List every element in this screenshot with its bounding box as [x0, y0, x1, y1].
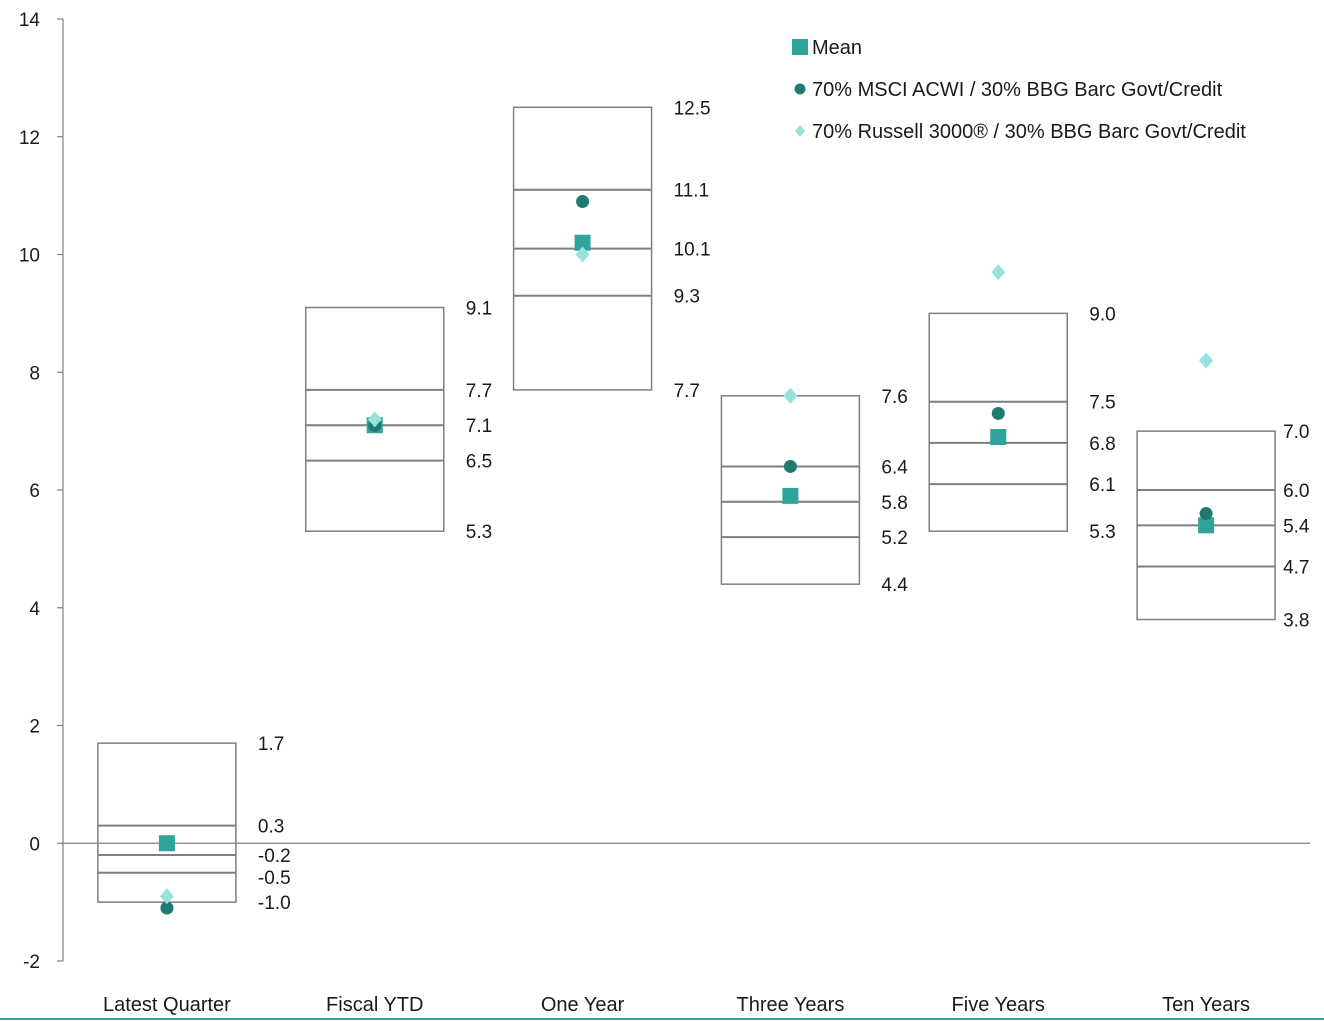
percentile-value-label: 9.1	[466, 298, 492, 319]
percentile-value-label: 5.8	[881, 493, 907, 514]
circle-marker	[1199, 507, 1213, 521]
x-category-label: Three Years	[736, 994, 844, 1016]
circle-marker	[160, 901, 174, 915]
percentile-value-label: 4.4	[881, 575, 908, 596]
square-marker	[990, 429, 1007, 446]
percentile-value-label: -1.0	[258, 893, 291, 914]
square-marker	[574, 234, 591, 251]
percentile-value-label: 6.0	[1283, 481, 1309, 502]
percentile-value-label: -0.2	[258, 846, 291, 867]
markers	[158, 195, 1215, 915]
y-tick-label: 14	[19, 10, 41, 31]
x-category-label: Ten Years	[1162, 994, 1250, 1016]
percentile-value-label: 0.3	[258, 817, 284, 838]
percentile-value-label: 7.5	[1089, 393, 1115, 414]
y-tick-label: 10	[19, 246, 40, 267]
percentile-value-label: 5.4	[1283, 516, 1310, 537]
x-category-label: Five Years	[952, 994, 1045, 1016]
y-tick-label: 6	[29, 481, 40, 502]
y-tick-label: 12	[19, 128, 40, 149]
y-tick-label: 0	[29, 834, 40, 855]
diamond-marker	[783, 387, 798, 404]
legend-label: 70% Russell 3000® / 30% BBG Barc Govt/Cr…	[812, 121, 1246, 143]
diamond-marker	[159, 888, 174, 905]
circle-marker	[783, 459, 797, 473]
percentile-value-label: 11.1	[674, 181, 710, 202]
x-axis: Latest Quarter Fiscal YTD One Year Three Ye…	[103, 994, 1250, 1016]
circle-marker	[991, 406, 1005, 420]
legend-square-swatch	[792, 39, 808, 55]
percentile-value-label: 10.1	[674, 240, 711, 261]
percentile-value-label: 5.3	[466, 522, 492, 543]
diamond-marker	[991, 264, 1006, 281]
percentile-value-label: 6.4	[881, 457, 908, 478]
percentile-box	[305, 306, 445, 532]
percentile-value-label: 6.5	[466, 452, 492, 473]
percentile-value-label: 7.6	[881, 387, 907, 408]
percentile-value-label: 4.7	[1283, 558, 1309, 579]
percentile-value-label: 5.3	[1089, 522, 1115, 543]
x-category-label: Fiscal YTD	[326, 994, 423, 1016]
square-marker	[1198, 517, 1215, 534]
percentile-value-label: 1.7	[258, 734, 284, 755]
x-category-label: Latest Quarter	[103, 994, 231, 1016]
legend-circle-swatch	[794, 83, 806, 95]
legend: Mean 70% MSCI ACWI / 30% BBG Barc Govt/Cr…	[792, 37, 1246, 143]
legend-label: Mean	[812, 37, 862, 59]
y-tick-label: -2	[23, 952, 40, 973]
percentile-value-label: 6.8	[1089, 434, 1115, 455]
percentile-value-label: -0.5	[258, 868, 291, 889]
percentile-value-label: 7.7	[674, 381, 700, 402]
square-marker	[158, 835, 175, 852]
legend-diamond-swatch	[795, 125, 805, 137]
y-tick-label: 4	[29, 599, 40, 620]
percentile-value-label: 3.8	[1283, 611, 1309, 632]
boxes: 1.7 0.3 -0.2-0.5 -1.0 9.1 7.7 7.1 6.5 5.3 12.5 11.…	[97, 98, 1310, 914]
percentile-value-label: 7.1	[466, 416, 492, 437]
diamond-marker	[367, 411, 382, 428]
x-category-label: One Year	[541, 994, 625, 1016]
diamond-marker	[575, 246, 590, 263]
percentile-value-label: 9.0	[1089, 304, 1115, 325]
y-tick-label: 2	[29, 717, 40, 738]
square-marker	[782, 487, 799, 504]
percentile-box	[97, 742, 237, 903]
percentile-value-label: 12.5	[674, 98, 711, 119]
circle-marker	[576, 195, 590, 209]
percentile-value-label: 7.0	[1283, 422, 1309, 443]
y-tick-label: 8	[29, 363, 40, 384]
percentile-value-label: 6.1	[1089, 475, 1115, 496]
percentile-value-label: 9.3	[674, 287, 700, 308]
legend-label: 70% MSCI ACWI / 30% BBG Barc Govt/Credit	[812, 79, 1223, 101]
percentile-value-label: 5.2	[881, 528, 907, 549]
percentile-value-label: 7.7	[466, 381, 492, 402]
y-axis: -2 0 2 4 6 8 10 12 14	[19, 10, 64, 973]
diamond-marker	[1199, 352, 1214, 369]
percentile-box	[928, 312, 1068, 532]
